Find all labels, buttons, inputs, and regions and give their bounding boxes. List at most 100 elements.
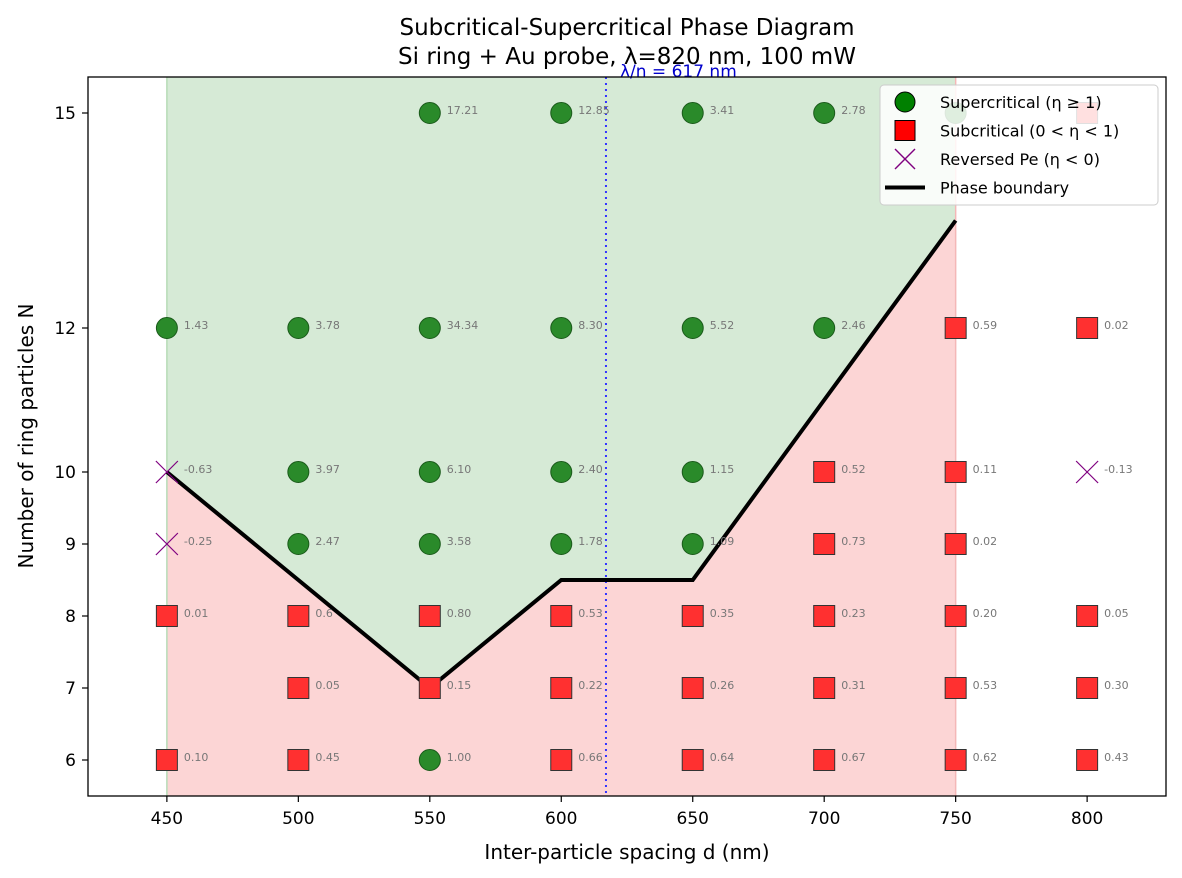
x-tick-label: 600: [545, 809, 577, 829]
point-label: 0.80: [447, 607, 472, 620]
point-label: 0.05: [315, 679, 340, 692]
point-label: 3.97: [315, 463, 340, 476]
x-axis-label: Inter-particle spacing d (nm): [484, 840, 769, 864]
subcritical-marker: [1076, 605, 1099, 627]
legend: Supercritical (η ≥ 1) Subcritical (0 < η …: [879, 84, 1159, 206]
supercritical-marker: [681, 317, 704, 339]
subcritical-marker: [287, 605, 310, 627]
point-label: 0.11: [973, 463, 998, 476]
point-label: 0.59: [973, 319, 998, 332]
subcritical-marker: [813, 461, 836, 483]
subcritical-marker: [550, 749, 573, 771]
point-label: 0.20: [973, 607, 998, 620]
supercritical-marker: [418, 102, 441, 124]
point-label: 5.52: [710, 319, 735, 332]
point-label: 0.53: [578, 607, 603, 620]
point-label: -0.25: [184, 535, 212, 548]
subcritical-marker: [418, 677, 441, 699]
point-label: 0.22: [578, 679, 603, 692]
point-label: 1.43: [184, 319, 209, 332]
legend-box: [879, 84, 1159, 206]
y-tick-label: 6: [65, 751, 76, 771]
y-axis-label: Number of ring particles N: [14, 303, 38, 568]
point-label: 2.40: [578, 463, 603, 476]
point-label: 0.66: [578, 751, 603, 764]
x-tick-label: 550: [414, 809, 446, 829]
subcritical-marker: [418, 605, 441, 627]
plot-frame: [87, 76, 1167, 797]
point-label: 0.52: [841, 463, 866, 476]
point-label: 3.58: [447, 535, 472, 548]
y-tick-label: 7: [65, 679, 76, 699]
phase-boundary-line: [165, 219, 958, 691]
point-label: 0.67: [841, 751, 866, 764]
subcritical-marker: [1076, 677, 1099, 699]
supercritical-marker: [287, 461, 310, 483]
axes: 450 500 550 600 650 700 750 800 6 7 8 9 10 12 15: [54, 76, 1167, 829]
point-labels: 1.43 -0.63 -0.25 0.01 0.10 3.78 3.97 2.47 0.6 0.0…: [184, 104, 1133, 764]
point-label: 2.47: [315, 535, 340, 548]
subcritical-marker: [681, 677, 704, 699]
supercritical-marker: [418, 461, 441, 483]
point-label: 6.10: [447, 463, 472, 476]
supercritical-marker: [287, 533, 310, 555]
point-label: 0.10: [184, 751, 209, 764]
subcritical-marker: [681, 605, 704, 627]
point-label: 0.43: [1104, 751, 1129, 764]
subcritical-marker: [944, 605, 967, 627]
point-label: 0.01: [184, 607, 209, 620]
point-label: 1.15: [710, 463, 735, 476]
point-label: 0.31: [841, 679, 866, 692]
x-tick-label: 750: [939, 809, 971, 829]
subcritical-marker: [287, 677, 310, 699]
point-label: 3.41: [710, 104, 735, 117]
supercritical-marker: [550, 533, 573, 555]
subcritical-marker: [550, 677, 573, 699]
reversed-marker: [1075, 460, 1099, 484]
subcritical-marker: [944, 677, 967, 699]
point-label: 1.09: [710, 535, 735, 548]
point-label: 0.6: [315, 607, 333, 620]
point-label: 2.78: [841, 104, 866, 117]
point-label: 0.05: [1104, 607, 1129, 620]
x-tick-label: 800: [1071, 809, 1103, 829]
x-tick-label: 700: [808, 809, 840, 829]
y-tick-label: 8: [65, 607, 76, 627]
chart-titles: Subcritical-Supercritical Phase Diagram …: [14, 15, 856, 864]
point-label: 0.53: [973, 679, 998, 692]
supercritical-marker: [287, 317, 310, 339]
point-label: -0.63: [184, 463, 212, 476]
y-tick-label: 15: [54, 104, 76, 124]
supercritical-marker: [550, 102, 573, 124]
point-label: 0.15: [447, 679, 472, 692]
legend-circle-icon: [894, 91, 916, 113]
subcritical-marker: [813, 749, 836, 771]
point-label: 3.78: [315, 319, 340, 332]
subcritical-marker: [944, 533, 967, 555]
y-tick-label: 9: [65, 535, 76, 555]
phase-boundary: [165, 219, 958, 691]
x-tick-label: 500: [282, 809, 314, 829]
subcritical-marker: [681, 749, 704, 771]
supercritical-marker: [813, 102, 836, 124]
x-tick-label: 650: [677, 809, 709, 829]
subcritical-marker: [550, 605, 573, 627]
point-label: 2.46: [841, 319, 866, 332]
y-tick-label: 12: [54, 319, 76, 339]
subcritical-marker: [1076, 749, 1099, 771]
point-label: 0.30: [1104, 679, 1129, 692]
legend-square-icon: [894, 120, 916, 141]
subcritical-marker: [813, 533, 836, 555]
legend-label: Subcritical (0 < η < 1): [940, 122, 1119, 141]
point-label: 0.35: [710, 607, 735, 620]
point-label: 0.64: [710, 751, 735, 764]
subcritical-marker: [813, 605, 836, 627]
subcritical-marker: [813, 677, 836, 699]
point-label: 12.85: [578, 104, 610, 117]
subcritical-marker: [944, 461, 967, 483]
supercritical-marker: [681, 461, 704, 483]
reversed-marker: [155, 460, 179, 484]
point-label: 1.78: [578, 535, 603, 548]
y-tick-label: 10: [54, 463, 76, 483]
supercritical-marker: [550, 461, 573, 483]
